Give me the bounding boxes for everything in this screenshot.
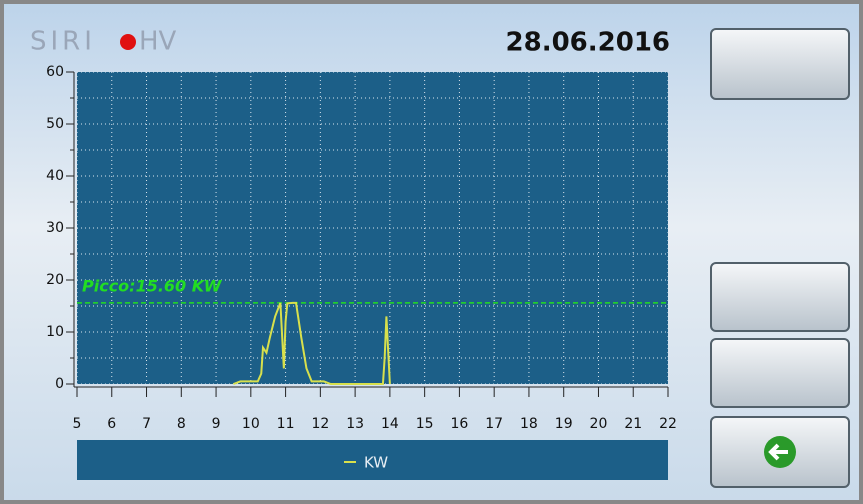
x-tick-label: 18 <box>520 416 538 432</box>
x-tick-label: 11 <box>277 416 295 432</box>
x-tick-label: 9 <box>212 416 221 432</box>
x-tick-label: 16 <box>450 416 468 432</box>
x-tick-label: 10 <box>242 416 260 432</box>
x-tick-label: 7 <box>142 416 151 432</box>
date: 28.06.2016 <box>506 28 670 58</box>
x-tick-label: 12 <box>311 416 329 432</box>
x-tick-label: 8 <box>177 416 186 432</box>
back-icon <box>712 418 848 486</box>
brand: SIRI <box>30 27 96 57</box>
y-tick-label: 30 <box>46 220 64 236</box>
brand-dot <box>120 34 136 50</box>
x-tick-label: 6 <box>107 416 116 432</box>
calendar-button[interactable] <box>710 338 850 408</box>
screen: SIRI HV 28.06.2016 0 10 20 30 40 50 60 5 6 7 8 9 10 1… <box>0 0 863 504</box>
x-tick-label: 14 <box>381 416 399 432</box>
x-tick-label: 17 <box>485 416 503 432</box>
x-tick-label: 15 <box>416 416 434 432</box>
x-tick-label: 13 <box>346 416 364 432</box>
y-tick-label: 50 <box>46 116 64 132</box>
legend-label: KW <box>364 454 388 472</box>
back-button[interactable] <box>710 416 850 488</box>
y-tick-label: 0 <box>55 376 64 392</box>
peak-label: Picco:15.60 KW <box>82 276 223 295</box>
y-tick-label: 60 <box>46 64 64 80</box>
x-tick-label: 19 <box>555 416 573 432</box>
x-tick-label: 21 <box>624 416 642 432</box>
x-tick-label: 22 <box>659 416 677 432</box>
y-tick-label: 40 <box>46 168 64 184</box>
x-tick-label: 5 <box>73 416 82 432</box>
x-tick-label: 20 <box>590 416 608 432</box>
y-tick-label: 10 <box>46 324 64 340</box>
brand-suffix: HV <box>139 27 177 57</box>
mail-button[interactable] <box>710 262 850 332</box>
y-tick-label: 20 <box>46 272 64 288</box>
zoom-button[interactable] <box>710 28 850 100</box>
